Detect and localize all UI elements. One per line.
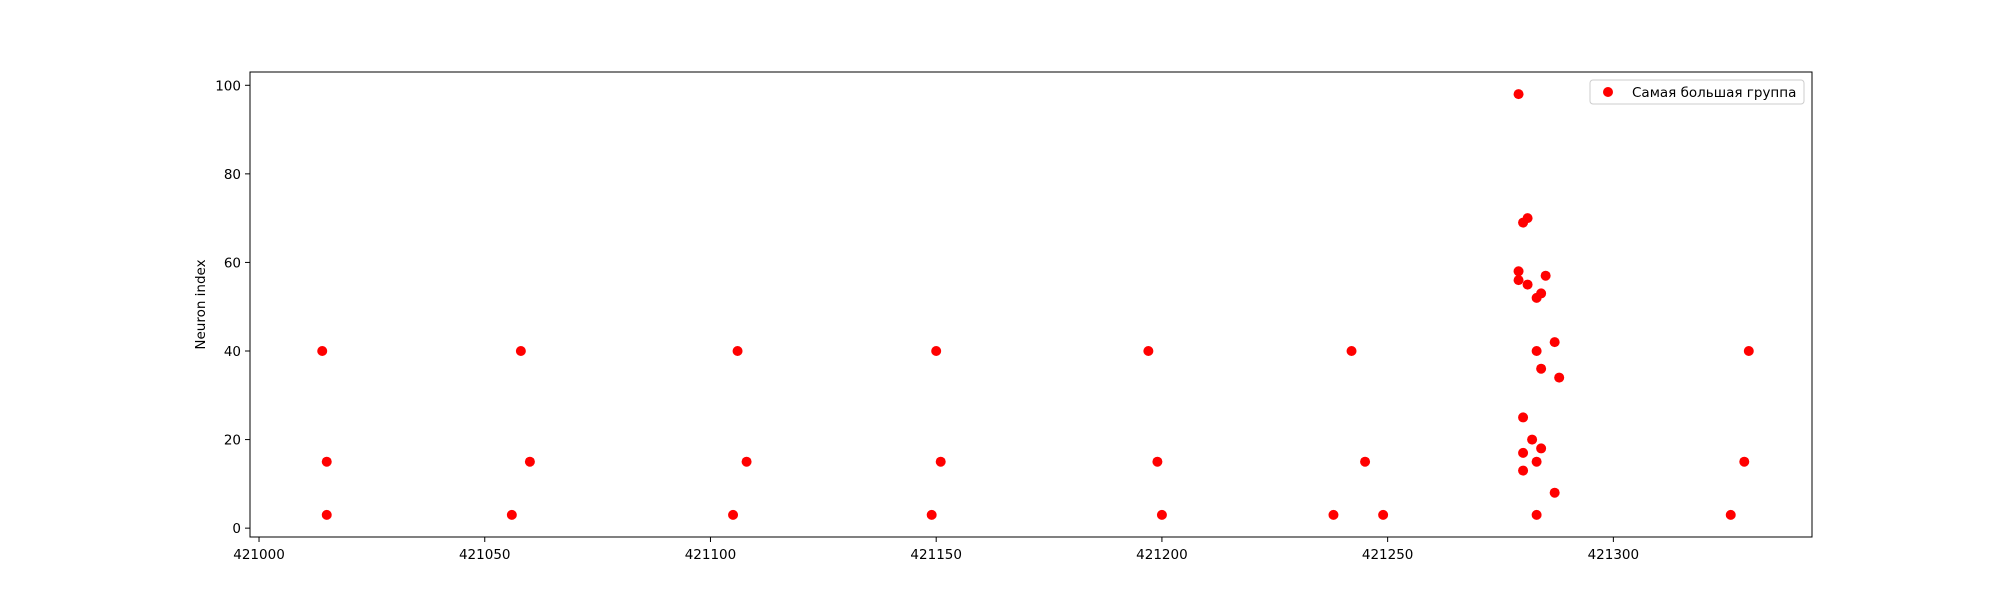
data-point	[1739, 456, 1750, 467]
legend-label: Самая большая группа	[1632, 85, 1796, 101]
x-axis: 421000 421050 421100 421150 421200 421250 4213…	[233, 537, 1639, 563]
plot-area	[317, 89, 1754, 520]
data-point	[1522, 279, 1533, 290]
data-point	[1513, 266, 1524, 277]
y-tick-label: 60	[224, 255, 241, 271]
data-point	[926, 509, 937, 520]
x-tick-label: 421200	[1136, 547, 1188, 563]
data-point	[1518, 217, 1529, 228]
x-tick-label: 421100	[685, 547, 737, 563]
data-point	[1346, 346, 1357, 356]
x-tick-label: 421250	[1362, 547, 1414, 563]
data-point	[1518, 447, 1529, 458]
data-point	[321, 456, 332, 467]
data-point	[1518, 412, 1529, 423]
x-tick-label: 421050	[459, 547, 511, 563]
y-tick-label: 40	[224, 344, 241, 360]
y-tick-label: 0	[232, 521, 241, 537]
data-point	[317, 346, 328, 356]
data-point	[1531, 456, 1542, 467]
legend-box	[1589, 79, 1805, 105]
data-point	[1536, 443, 1547, 454]
data-point	[1536, 288, 1547, 299]
data-point	[1540, 270, 1551, 281]
x-tick-label: 421300	[1588, 547, 1640, 563]
data-point	[1725, 509, 1736, 520]
data-point	[524, 456, 535, 467]
data-point	[1513, 275, 1524, 286]
data-point	[741, 456, 752, 467]
data-point	[1527, 434, 1538, 445]
data-point	[1328, 509, 1339, 520]
x-tick-label: 421150	[910, 547, 962, 563]
x-tick-label: 421000	[233, 547, 285, 563]
data-point	[1518, 465, 1529, 476]
data-point	[515, 346, 526, 356]
data-point	[1513, 89, 1524, 100]
legend: Самая большая группа	[1589, 79, 1805, 105]
data-point	[321, 509, 332, 520]
y-tick-label: 100	[215, 78, 241, 94]
data-point	[506, 509, 517, 520]
data-point	[1378, 509, 1389, 520]
data-point	[732, 346, 743, 356]
data-point	[1152, 456, 1163, 467]
y-tick-label: 20	[224, 433, 241, 449]
data-point	[1531, 346, 1542, 356]
data-point	[1156, 509, 1167, 520]
data-point	[1549, 337, 1560, 348]
data-point	[1143, 346, 1154, 356]
plot-frame	[249, 71, 1813, 538]
data-point	[1549, 487, 1560, 498]
data-point	[728, 509, 739, 520]
data-point	[1536, 363, 1547, 374]
data-point	[1360, 456, 1371, 467]
data-point	[935, 456, 946, 467]
y-tick-label: 80	[224, 167, 241, 183]
data-point	[931, 346, 942, 356]
data-point	[1531, 509, 1542, 520]
y-axis-label: Neuron index	[193, 259, 209, 349]
data-point	[1554, 372, 1565, 383]
y-axis: 0 20 40 60 80 100	[215, 78, 250, 537]
data-point	[1743, 346, 1754, 356]
legend-marker	[1603, 87, 1613, 97]
